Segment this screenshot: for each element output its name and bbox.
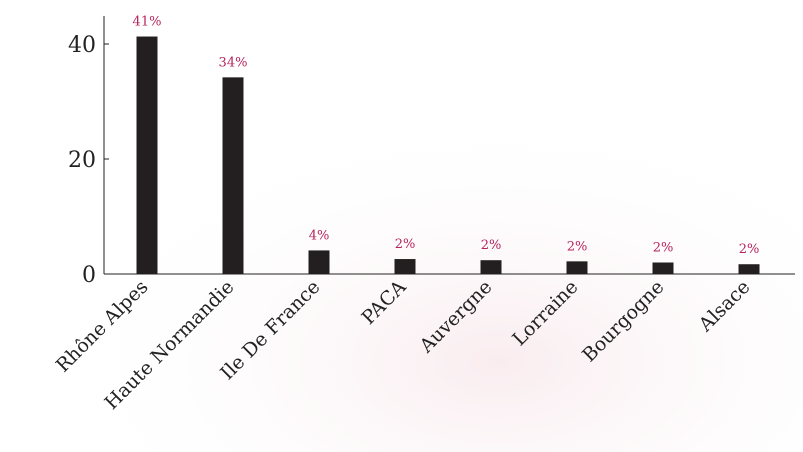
x-ticks: [146, 269, 750, 274]
data-label: 2%: [481, 238, 502, 253]
data-label: 34%: [219, 55, 248, 70]
data-label: 4%: [309, 228, 330, 243]
y-tick-label: 40: [68, 33, 96, 58]
bar: [480, 260, 502, 274]
data-label: 41%: [133, 15, 162, 30]
y-tick-label: 0: [82, 263, 96, 288]
bar: [308, 250, 330, 274]
bar: [652, 262, 674, 274]
axes: [103, 16, 795, 275]
data-labels: 41% 34% 4% 2% 2% 2% 2% 2%: [133, 15, 760, 258]
y-ticks: 0 20 40: [68, 33, 109, 288]
data-label: 2%: [567, 239, 588, 254]
bar: [222, 77, 244, 274]
data-label: 2%: [653, 241, 674, 256]
data-label: 2%: [395, 237, 416, 252]
bar: [136, 36, 158, 275]
bar: [566, 261, 588, 274]
y-tick-label: 20: [68, 148, 96, 173]
bar: [394, 259, 416, 274]
data-label: 2%: [739, 242, 760, 257]
